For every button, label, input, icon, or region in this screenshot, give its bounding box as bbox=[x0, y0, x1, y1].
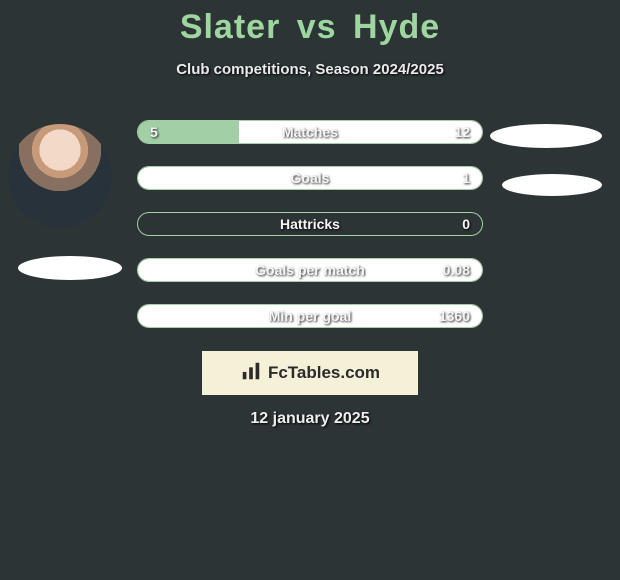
player1-avatar bbox=[8, 124, 112, 228]
subtitle: Club competitions, Season 2024/2025 bbox=[0, 61, 620, 78]
stat-metric-label: Min per goal bbox=[269, 308, 351, 324]
player1-shadow-ellipse bbox=[18, 256, 122, 280]
stat-metric-label: Matches bbox=[282, 124, 338, 140]
stat-right-value: 1 bbox=[462, 170, 470, 186]
stat-left-value: 5 bbox=[150, 124, 158, 140]
stat-right-value: 0 bbox=[462, 216, 470, 232]
stat-metric-label: Goals per match bbox=[255, 262, 365, 278]
player2-name: Hyde bbox=[353, 8, 440, 46]
branding-badge[interactable]: FcTables.com bbox=[202, 351, 418, 395]
stat-row-matches: 5 Matches 12 bbox=[137, 120, 483, 144]
player1-name: Slater bbox=[180, 8, 281, 46]
stat-bars: 5 Matches 12 Goals 1 Hattricks 0 Goals p… bbox=[137, 120, 483, 328]
stat-row-hattricks: Hattricks 0 bbox=[137, 212, 483, 236]
page-title: Slater vs Hyde bbox=[0, 0, 620, 47]
player2-ellipse-2 bbox=[502, 174, 602, 196]
stat-metric-label: Goals bbox=[291, 170, 330, 186]
stat-row-goals-per-match: Goals per match 0.08 bbox=[137, 258, 483, 282]
stat-right-value: 12 bbox=[454, 124, 470, 140]
bar-chart-icon bbox=[240, 360, 262, 387]
stat-row-goals: Goals 1 bbox=[137, 166, 483, 190]
stat-right-value: 0.08 bbox=[443, 262, 470, 278]
bar-right-fill bbox=[239, 121, 482, 143]
branding-label: FcTables.com bbox=[268, 363, 380, 383]
player2-ellipse-1 bbox=[490, 124, 602, 148]
footer-date: 12 january 2025 bbox=[250, 410, 369, 428]
stat-metric-label: Hattricks bbox=[280, 216, 340, 232]
stat-row-min-per-goal: Min per goal 1360 bbox=[137, 304, 483, 328]
vs-separator: vs bbox=[297, 8, 337, 46]
stat-right-value: 1360 bbox=[439, 308, 470, 324]
